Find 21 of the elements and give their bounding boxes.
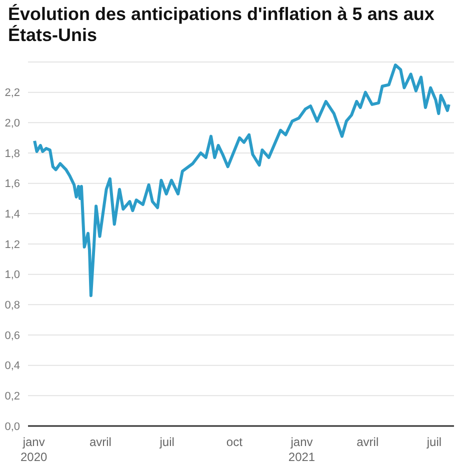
chart-title: Évolution des anticipations d'inflation à 5 ans aux États-Unis <box>7 3 436 47</box>
y-tick-label: 2,2 <box>4 87 20 100</box>
y-tick-label: 0,0 <box>4 420 20 433</box>
y-tick-label: 2,0 <box>4 118 20 130</box>
x-tick-label: janv 2021 <box>288 435 316 464</box>
x-tick-label: oct <box>226 435 244 449</box>
x-tick-label: juil <box>426 435 442 449</box>
y-tick-label: 0,8 <box>4 300 20 312</box>
y-tick-label: 1,0 <box>4 269 20 282</box>
y-tick-label: 1,4 <box>4 208 20 221</box>
y-tick-label: 1,2 <box>4 238 20 251</box>
x-tick-label: avril <box>356 435 379 449</box>
x-tick-label: avril <box>89 435 112 449</box>
line-series <box>33 64 450 298</box>
y-tick-label: 1,6 <box>4 178 20 190</box>
y-tick-label: 0,4 <box>4 360 20 372</box>
x-tick-label: janv 2020 <box>20 435 48 464</box>
y-tick-label: 1,8 <box>4 148 20 160</box>
y-tick-label: 0,2 <box>4 390 20 403</box>
y-tick-label: 0,6 <box>4 330 20 342</box>
x-tick-label: juil <box>158 435 174 449</box>
